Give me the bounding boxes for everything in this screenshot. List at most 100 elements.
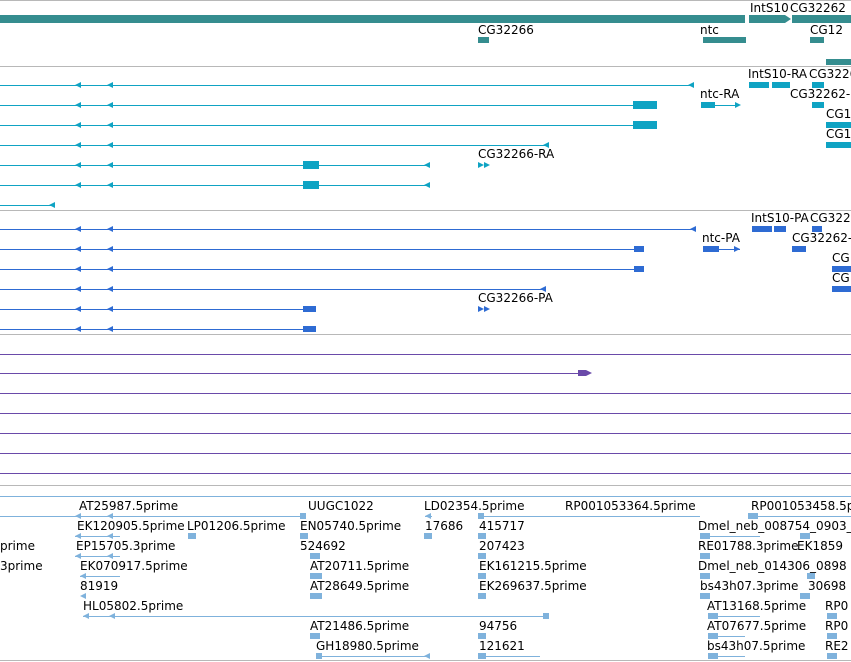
- est-block[interactable]: [310, 573, 322, 579]
- est-label[interactable]: EK120905.5prime: [77, 519, 185, 533]
- feature-line[interactable]: [486, 656, 540, 657]
- est-label[interactable]: prime: [0, 539, 35, 553]
- cds[interactable]: [303, 306, 316, 312]
- est-label[interactable]: EN05740.5prime: [300, 519, 402, 533]
- feature-line[interactable]: [0, 373, 580, 374]
- exon[interactable]: [812, 82, 824, 88]
- feature-line[interactable]: [0, 289, 546, 290]
- est-label[interactable]: bs43h07.3prime: [700, 579, 799, 593]
- est-label[interactable]: EK070917.5prime: [80, 559, 188, 573]
- feature-line[interactable]: [75, 536, 120, 537]
- est-block[interactable]: [478, 533, 486, 539]
- est-label[interactable]: HL05802.5prime: [83, 599, 184, 613]
- est-label[interactable]: 94756: [479, 619, 518, 633]
- est-label[interactable]: 3prime: [0, 559, 43, 573]
- est-block[interactable]: [700, 553, 710, 559]
- est-label[interactable]: EK269637.5prime: [479, 579, 587, 593]
- feature-line[interactable]: [718, 636, 745, 637]
- protein-label-cg32262[interactable]: CG32262-: [792, 231, 851, 245]
- est-label[interactable]: AT28649.5prime: [310, 579, 410, 593]
- est-block[interactable]: [300, 513, 306, 519]
- est-block[interactable]: [827, 613, 837, 619]
- est-label[interactable]: GH18980.5prime: [316, 639, 419, 653]
- feature-line[interactable]: [83, 616, 549, 617]
- est-block[interactable]: [478, 553, 486, 559]
- feature-line[interactable]: [0, 413, 851, 414]
- feature-line[interactable]: [0, 354, 851, 355]
- est-label[interactable]: RP0: [825, 599, 849, 613]
- gene-label-ntc[interactable]: ntc: [700, 23, 719, 37]
- cds[interactable]: [832, 266, 851, 272]
- est-label[interactable]: AT21486.5prime: [310, 619, 410, 633]
- est-block[interactable]: [543, 613, 549, 619]
- feature-line[interactable]: [758, 516, 851, 517]
- feature-line[interactable]: [719, 249, 740, 250]
- est-block[interactable]: [700, 593, 710, 599]
- est-label[interactable]: LD02354.5prime: [424, 499, 525, 513]
- feature-line[interactable]: [75, 556, 120, 557]
- cds[interactable]: [792, 246, 806, 252]
- est-label[interactable]: bs43h07.5prime: [707, 639, 806, 653]
- protein-label-cg-a[interactable]: CG: [832, 251, 850, 265]
- est-block[interactable]: [478, 573, 486, 579]
- est-label[interactable]: 30698: [808, 579, 847, 593]
- feature-line[interactable]: [0, 125, 657, 126]
- protein-label-cg322[interactable]: CG322: [810, 211, 851, 225]
- transcript-label-cg1-a[interactable]: CG1: [826, 107, 851, 121]
- feature-line[interactable]: [710, 536, 760, 537]
- protein-label-cg-b[interactable]: CG: [832, 271, 850, 285]
- est-label[interactable]: 17686: [425, 519, 464, 533]
- feature-line[interactable]: [0, 229, 695, 230]
- feature-line[interactable]: [0, 205, 55, 206]
- est-label[interactable]: EK161215.5prime: [479, 559, 587, 573]
- feature-line[interactable]: [0, 496, 851, 497]
- cds[interactable]: [812, 226, 822, 232]
- feature-line[interactable]: [718, 616, 760, 617]
- est-block[interactable]: [807, 573, 815, 579]
- est-label[interactable]: RP001053364.5prime: [565, 499, 696, 513]
- gene-bar-cg32262[interactable]: [792, 15, 851, 23]
- est-label[interactable]: EK1859: [797, 539, 843, 553]
- feature-line[interactable]: [718, 656, 745, 657]
- est-label[interactable]: AT25987.5prime: [79, 499, 179, 513]
- protein-label-cg32266-pa[interactable]: CG32266-PA: [478, 291, 553, 305]
- feature-line[interactable]: [484, 516, 700, 517]
- cds[interactable]: [752, 226, 772, 232]
- feature-line[interactable]: [0, 85, 693, 86]
- purple-feature[interactable]: [578, 370, 586, 376]
- est-block[interactable]: [424, 533, 432, 539]
- est-label[interactable]: RP001053458.5p: [751, 499, 851, 513]
- est-label[interactable]: 121621: [479, 639, 525, 653]
- feature-line[interactable]: [0, 393, 851, 394]
- exon[interactable]: [303, 181, 319, 189]
- feature-line[interactable]: [0, 516, 305, 517]
- exon[interactable]: [772, 82, 790, 88]
- feature-line[interactable]: [0, 165, 430, 166]
- est-block[interactable]: [708, 653, 718, 659]
- est-block[interactable]: [708, 613, 718, 619]
- gene-bar-ints10[interactable]: [749, 15, 785, 23]
- est-block[interactable]: [478, 593, 486, 599]
- est-label[interactable]: 524692: [300, 539, 346, 553]
- est-label[interactable]: 81919: [80, 579, 119, 593]
- est-label[interactable]: RE01788.3prime: [698, 539, 799, 553]
- est-block[interactable]: [188, 533, 196, 539]
- exon[interactable]: [303, 161, 319, 169]
- transcript-label-cg32266-ra[interactable]: CG32266-RA: [478, 147, 555, 161]
- est-block[interactable]: [310, 593, 322, 599]
- feature-line[interactable]: [0, 433, 851, 434]
- est-block[interactable]: [700, 573, 710, 579]
- cds[interactable]: [303, 326, 316, 332]
- feature-line[interactable]: [0, 453, 851, 454]
- cds[interactable]: [703, 246, 719, 252]
- exon[interactable]: [633, 101, 657, 109]
- exon[interactable]: [812, 102, 824, 108]
- exon[interactable]: [633, 121, 657, 129]
- feature-line[interactable]: [0, 145, 549, 146]
- est-label[interactable]: RE2: [825, 639, 849, 653]
- est-block[interactable]: [708, 633, 718, 639]
- est-block[interactable]: [316, 653, 322, 659]
- est-label[interactable]: Dmel_neb_008754_0903_: [698, 519, 851, 533]
- feature-line[interactable]: [0, 473, 851, 474]
- est-block[interactable]: [748, 513, 758, 519]
